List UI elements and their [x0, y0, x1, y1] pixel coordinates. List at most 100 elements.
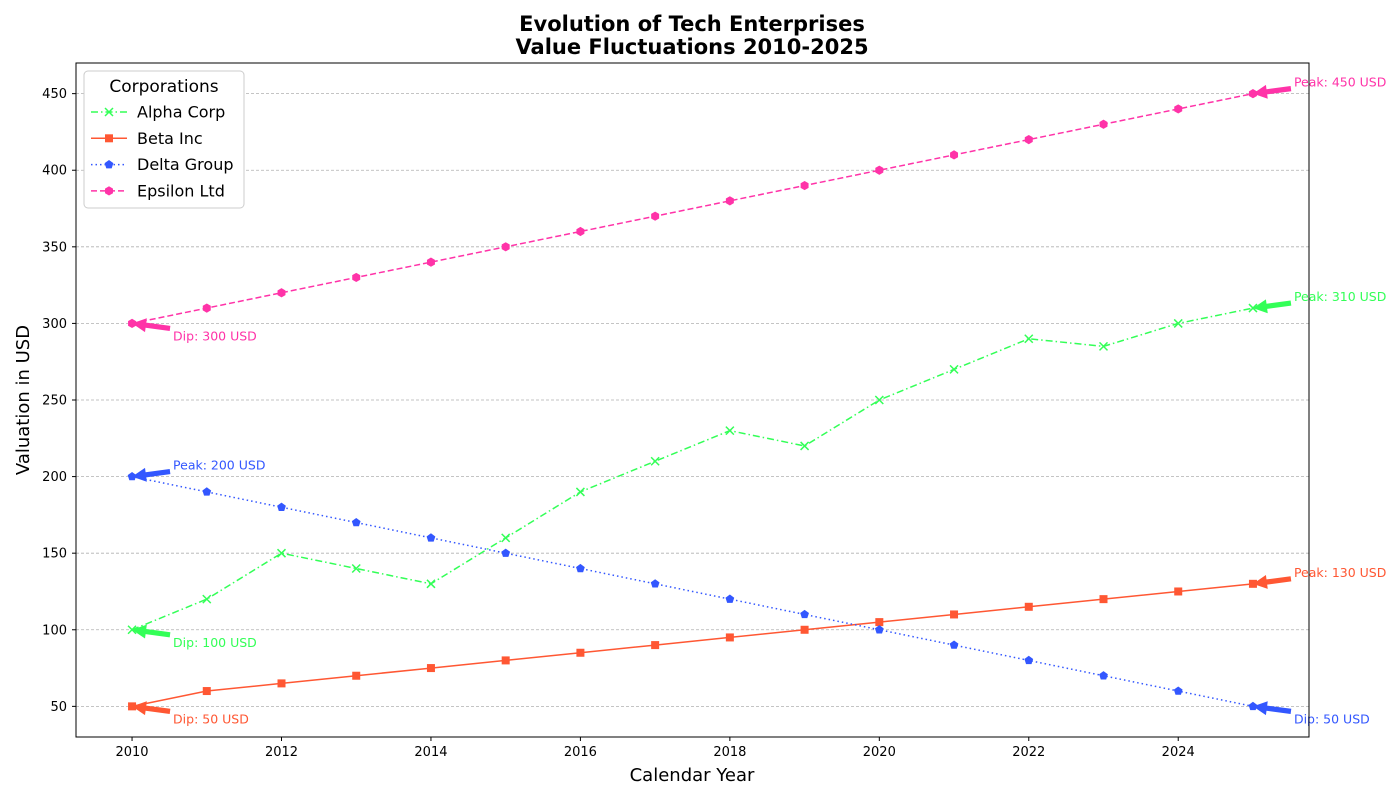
data-point: [202, 303, 211, 313]
data-point: [800, 609, 809, 619]
marker-stroke: [874, 395, 884, 405]
annotation-label: Dip: 50 USD: [1294, 711, 1370, 726]
series-epsilon-ltd: [128, 89, 1257, 329]
series-line: [131, 92, 1254, 325]
legend-item: Delta Group: [91, 155, 233, 174]
legend-swatch-marker: [104, 160, 114, 169]
legend-box: [83, 70, 245, 209]
annotation-arrow: [132, 624, 171, 639]
data-point: [1173, 318, 1183, 328]
legend-title: Corporations: [109, 77, 218, 97]
annotation-label: Peak: 200 USD: [173, 458, 265, 473]
data-point: [725, 594, 735, 603]
data-point: [501, 242, 510, 252]
series-line: [131, 307, 1254, 631]
annotation-label: Peak: 450 USD: [1294, 75, 1386, 90]
data-point: [725, 196, 734, 206]
annotation-label: Dip: 100 USD: [173, 635, 257, 650]
annotation: Dip: 50 USD: [1252, 701, 1370, 726]
y-tick-label: 200: [42, 470, 67, 485]
data-point: [874, 625, 884, 634]
series-alpha-corp: [127, 303, 1258, 635]
marker-stroke: [800, 441, 810, 451]
y-tick-label: 350: [42, 240, 67, 255]
series-group: [127, 89, 1258, 711]
y-tick-label: 50: [50, 700, 67, 715]
y-tick-label: 400: [42, 164, 67, 179]
annotation-arrow: [1252, 575, 1292, 589]
data-point: [202, 487, 212, 496]
data-point: [277, 288, 286, 298]
data-point: [426, 257, 435, 267]
data-point: [1248, 701, 1258, 711]
data-point: [800, 441, 810, 451]
data-point: [949, 364, 959, 374]
data-point: [127, 625, 137, 635]
data-point: [875, 618, 884, 627]
x-tick-label: 2016: [564, 745, 597, 760]
annotation-label: Peak: 310 USD: [1294, 289, 1386, 304]
data-point: [128, 702, 137, 711]
data-point: [1173, 686, 1183, 695]
annotation-arrow: [1252, 84, 1292, 99]
annotation-label: Dip: 50 USD: [173, 711, 249, 726]
legend-swatch-marker: [105, 134, 113, 143]
marker-stroke: [426, 579, 436, 589]
data-point: [1099, 671, 1108, 680]
annotation-label: Peak: 130 USD: [1294, 565, 1386, 580]
legend-item: Epsilon Ltd: [91, 181, 225, 200]
data-point: [426, 579, 436, 589]
data-point: [1024, 134, 1033, 145]
data-point: [576, 563, 585, 573]
annotation: Peak: 310 USD: [1252, 289, 1386, 314]
data-point: [127, 471, 137, 481]
annotation: Dip: 300 USD: [132, 318, 257, 343]
data-point: [800, 625, 809, 634]
legend-swatch-marker: [104, 107, 114, 117]
data-point: [426, 533, 436, 542]
legend-item: Beta Inc: [91, 129, 203, 148]
data-point: [1024, 655, 1034, 665]
marker-stroke: [1098, 341, 1109, 351]
marker-stroke: [104, 107, 114, 117]
legend-label: Alpha Corp: [137, 103, 225, 122]
marker-stroke: [1173, 318, 1183, 328]
data-point: [576, 226, 585, 237]
marker-stroke: [351, 563, 361, 574]
annotation: Dip: 100 USD: [132, 624, 257, 650]
marker-stroke: [276, 548, 287, 558]
annotation-arrow: [1252, 299, 1292, 314]
data-point: [1024, 602, 1033, 611]
marker-stroke: [725, 426, 735, 436]
data-point: [949, 640, 959, 649]
x-tick-label: 2014: [414, 745, 447, 760]
data-point: [725, 633, 734, 642]
marker-stroke: [650, 456, 660, 466]
chart-title: Evolution of Tech Enterprises: [519, 12, 865, 36]
annotations: Peak: 310 USD Dip: 100 USD Peak: 130 USD Di…: [132, 75, 1386, 726]
data-point: [276, 548, 287, 558]
data-point: [874, 395, 884, 405]
data-point: [576, 648, 585, 657]
axis-ticks: 50 100 150 200 250 300 350 400 450 2010 2012 2014 20…: [42, 87, 1195, 760]
data-point: [501, 548, 511, 557]
annotation: Peak: 130 USD: [1252, 565, 1386, 589]
series-line: [131, 583, 1254, 708]
series-delta-group: [127, 471, 1258, 711]
data-point: [128, 318, 137, 329]
data-point: [875, 165, 884, 175]
legend-swatch-marker: [105, 186, 113, 196]
data-point: [1099, 595, 1108, 604]
marker-stroke: [127, 625, 137, 635]
data-point: [651, 211, 660, 221]
marker-stroke: [1024, 334, 1034, 344]
x-tick-label: 2024: [1162, 745, 1195, 760]
data-point: [950, 150, 959, 160]
data-point: [426, 664, 435, 673]
x-tick-label: 2018: [713, 745, 746, 760]
x-tick-label: 2022: [1012, 745, 1045, 760]
legend-item: Alpha Corp: [91, 103, 225, 122]
marker-stroke: [501, 533, 511, 543]
data-point: [202, 594, 212, 604]
